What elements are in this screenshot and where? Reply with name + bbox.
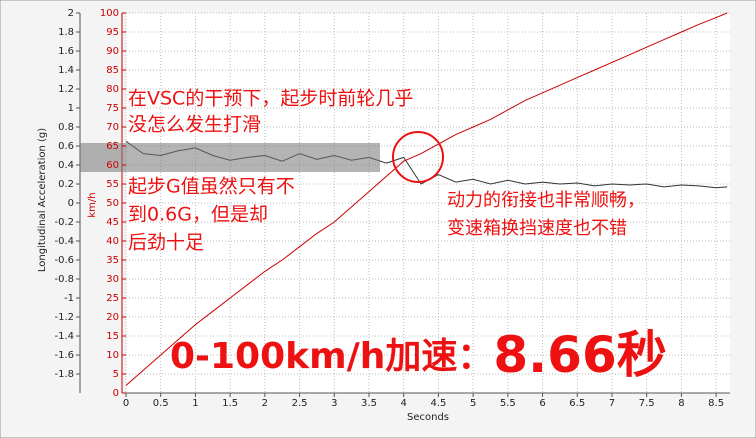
- y-tick-label: -1.8: [54, 369, 74, 380]
- x-tick-label: 8: [678, 398, 684, 409]
- y-tick-label: -1.2: [54, 312, 74, 323]
- y-tick-label: 2: [68, 8, 74, 19]
- y2-axis-title: km/h: [87, 192, 98, 217]
- y2-tick-label: 55: [106, 179, 119, 190]
- x-tick-label: 4.5: [430, 398, 446, 409]
- y-tick-label: -0.4: [54, 236, 74, 247]
- y-tick-label: 0: [68, 198, 74, 209]
- x-tick-label: 5: [470, 398, 476, 409]
- y2-tick-label: 75: [106, 103, 119, 114]
- y-tick-label: -0.2: [54, 217, 74, 228]
- x-tick-label: 1: [192, 398, 198, 409]
- x-tick-label: 0: [123, 398, 129, 409]
- y2-tick-label: 80: [106, 84, 119, 95]
- y-tick-label: 1.8: [58, 27, 74, 38]
- y2-tick-label: 50: [106, 198, 119, 209]
- y2-tick-label: 25: [106, 293, 119, 304]
- x-tick-label: 2: [262, 398, 268, 409]
- series-line: [125, 12, 728, 386]
- y2-tick-label: 70: [106, 122, 119, 133]
- annotation: 动力的衔接也非常顺畅，: [447, 190, 645, 211]
- y-tick-label: -1.4: [54, 331, 74, 342]
- x-tick-label: 0.5: [153, 398, 169, 409]
- result-label: 0-100km/h加速：8.66秒: [170, 326, 667, 384]
- annotation: 到0.6G，但是却: [128, 204, 268, 226]
- result-text: 0-100km/h加速：: [170, 336, 493, 377]
- x-tick-label: 2.5: [292, 398, 308, 409]
- y2-tick-label: 40: [106, 236, 119, 247]
- annotation: 后劲十足: [128, 232, 204, 254]
- result-time: 8.66秒: [493, 326, 666, 384]
- x-tick-label: 7.5: [639, 398, 655, 409]
- x-tick-label: 8.5: [708, 398, 724, 409]
- y2-tick-label: 45: [106, 217, 119, 228]
- y2-tick-label: 90: [106, 46, 119, 57]
- x-axis-title: Seconds: [407, 412, 449, 423]
- y2-tick-label: 30: [106, 274, 119, 285]
- y2-tick-label: 5: [113, 369, 119, 380]
- y-axis-title: Longitudinal Acceleration (g): [37, 128, 48, 272]
- highlight-circle: [392, 131, 444, 183]
- annotation: 起步G值虽然只有不: [128, 176, 295, 198]
- y2-tick-label: 15: [106, 331, 119, 342]
- y2-tick-label: 60: [106, 160, 119, 171]
- y-tick-label: 1.2: [58, 84, 74, 95]
- annotation: 没怎么发生打滑: [128, 114, 261, 136]
- x-tick-label: 3.5: [361, 398, 377, 409]
- y-tick-label: -0.6: [54, 255, 74, 266]
- y-tick-label: 0.8: [58, 122, 74, 133]
- y2-tick-label: 0: [113, 388, 119, 399]
- y-tick-label: 0.4: [58, 160, 74, 171]
- x-tick-label: 5.5: [500, 398, 516, 409]
- x-tick-label: 4: [401, 398, 407, 409]
- x-tick-label: 3: [331, 398, 337, 409]
- annotation: 在VSC的干预下，起步时前轮几乎: [128, 88, 413, 110]
- y-tick-label: -1.6: [54, 350, 74, 361]
- x-tick-label: 7: [609, 398, 615, 409]
- y2-tick-label: 65: [106, 141, 119, 152]
- y-tick-label: 1: [68, 103, 74, 114]
- y2-tick-label: 35: [106, 255, 119, 266]
- plot-area: [126, 13, 730, 393]
- y2-tick-label: 20: [106, 312, 119, 323]
- annotation: 变速箱换挡速度也不错: [447, 218, 627, 239]
- y2-tick-label: 10: [106, 350, 119, 361]
- y-tick-label: 1.4: [58, 65, 74, 76]
- y2-tick-label: 95: [106, 27, 119, 38]
- y-tick-label: 1.6: [58, 46, 74, 57]
- x-tick-label: 1.5: [222, 398, 238, 409]
- y-tick-label: -0.8: [54, 274, 74, 285]
- x-tick-label: 6.5: [569, 398, 585, 409]
- y2-tick-label: 85: [106, 65, 119, 76]
- y2-tick-label: 100: [100, 8, 119, 19]
- y-tick-label: -1: [64, 293, 74, 304]
- y-tick-label: 0.6: [58, 141, 74, 152]
- x-tick-label: 6: [539, 398, 545, 409]
- highlight-band: [80, 143, 380, 172]
- y-tick-label: 0.2: [58, 179, 74, 190]
